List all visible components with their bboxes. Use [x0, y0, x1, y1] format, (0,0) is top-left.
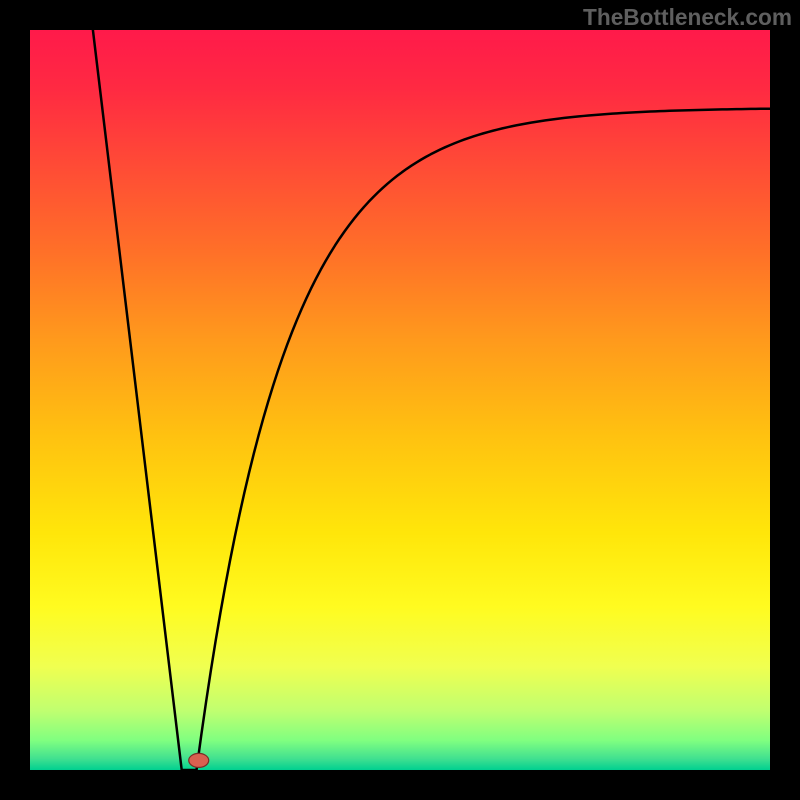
plot-area [30, 30, 770, 770]
watermark-text: TheBottleneck.com [583, 4, 792, 31]
optimal-marker [189, 753, 209, 767]
bottleneck-chart [30, 30, 770, 770]
gradient-background [30, 30, 770, 770]
chart-container: TheBottleneck.com [0, 0, 800, 800]
